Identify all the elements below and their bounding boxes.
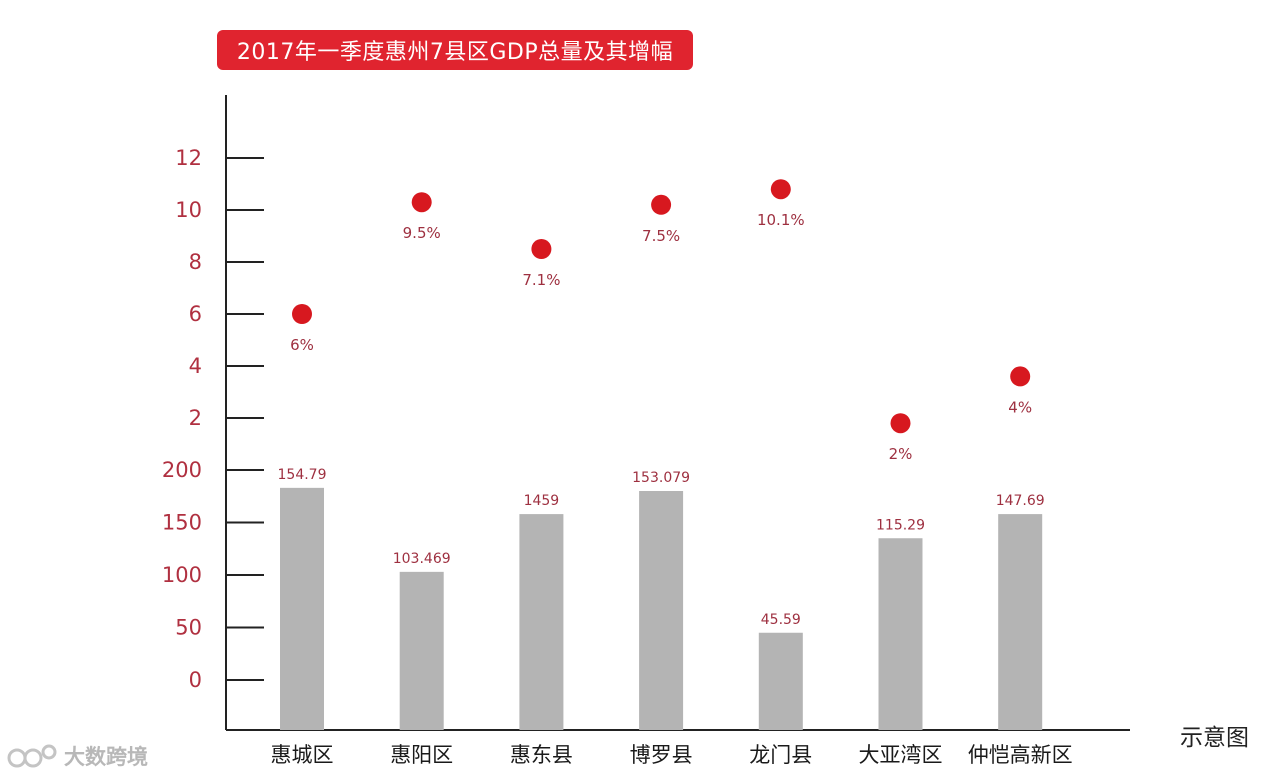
y-tick-label: 10	[175, 198, 202, 222]
growth-label: 4%	[1008, 398, 1032, 416]
watermark-text: 大数跨境	[64, 745, 148, 769]
bar-value-label: 115.29	[876, 517, 925, 533]
watermark-logo-icon	[7, 744, 57, 768]
bar	[758, 632, 803, 730]
x-tick-label: 惠东县	[510, 743, 573, 767]
y-tick-label: 4	[189, 354, 202, 378]
bar	[280, 487, 324, 730]
bar	[639, 491, 684, 730]
growth-label: 2%	[889, 445, 913, 463]
bar-value-label: 1459	[524, 493, 560, 509]
bar	[399, 571, 444, 730]
bar-value-label: 103.469	[393, 551, 451, 567]
growth-point	[890, 413, 911, 434]
x-tick-label: 惠阳区	[390, 743, 453, 767]
chart-title: 2017年一季度惠州7县区GDP总量及其增幅	[217, 30, 693, 70]
growth-point	[292, 304, 312, 324]
bar-value-label: 147.69	[996, 493, 1045, 509]
growth-label: 9.5%	[403, 224, 441, 242]
watermark: 大数跨境	[6, 738, 148, 774]
growth-label: 7.5%	[642, 227, 680, 245]
bar	[998, 514, 1043, 730]
growth-point	[651, 194, 672, 215]
y-tick-label: 200	[162, 458, 202, 482]
x-tick-label: 仲恺高新区	[968, 743, 1073, 767]
bar-value-label: 45.59	[761, 612, 801, 628]
bar-value-label: 153.079	[632, 470, 690, 486]
y-tick-label: 12	[175, 146, 202, 170]
y-tick-label: 50	[175, 616, 202, 640]
bar	[878, 538, 923, 730]
x-tick-label: 龙门县	[749, 743, 812, 767]
growth-point	[411, 192, 432, 213]
x-tick-label: 大亚湾区	[859, 743, 943, 767]
x-tick-label: 博罗县	[630, 743, 693, 767]
y-tick-label: 2	[189, 406, 202, 430]
x-tick-label: 惠城区	[271, 743, 334, 767]
y-tick-label: 100	[162, 563, 202, 587]
y-tick-label: 0	[189, 668, 202, 692]
schematic-note: 示意图	[1180, 725, 1249, 751]
bar	[519, 514, 564, 730]
y-tick-label: 6	[189, 302, 202, 326]
growth-label: 6%	[290, 336, 314, 354]
y-tick-label: 150	[162, 511, 202, 535]
growth-label: 10.1%	[757, 211, 805, 229]
growth-point	[531, 239, 552, 259]
y-tick-label: 8	[189, 250, 202, 274]
bar-value-label: 154.79	[278, 467, 327, 483]
growth-label: 7.1%	[522, 271, 560, 289]
growth-point	[1010, 366, 1031, 387]
growth-point	[770, 179, 791, 200]
